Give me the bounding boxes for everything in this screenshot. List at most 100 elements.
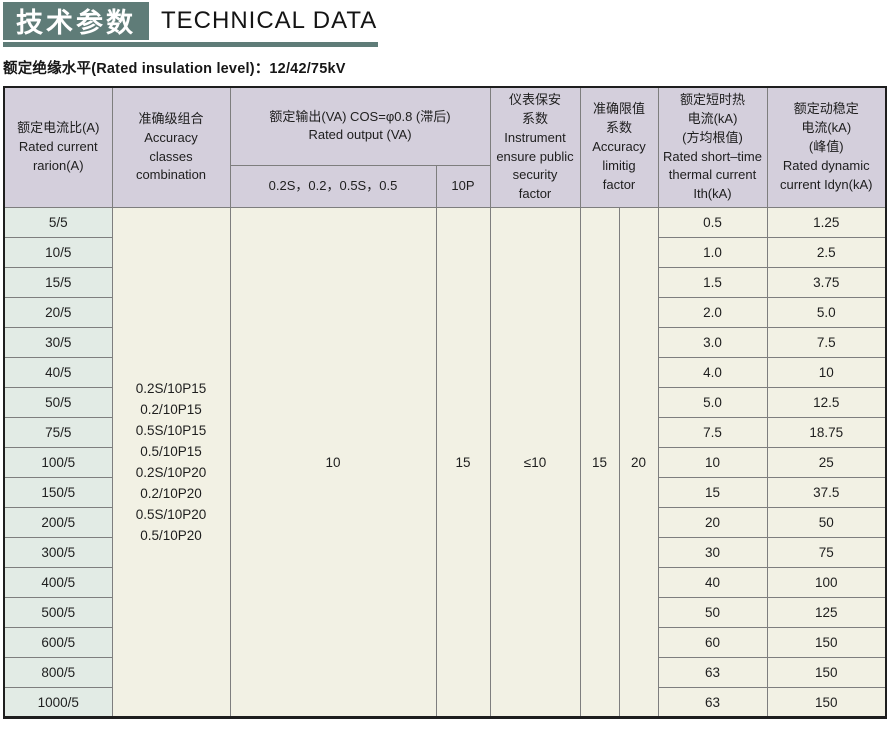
ratio-cell: 300/5 <box>3 537 113 569</box>
header-line: combination <box>135 167 207 183</box>
thermal-current-cell: 20 <box>657 507 768 539</box>
dynamic-current-cell: 18.75 <box>766 417 887 449</box>
header-line: (方均根值) <box>682 129 743 145</box>
header-output-10p: 10P <box>435 164 491 209</box>
header-rated-current-ratio: 额定电流比(A) Rated current rarion(A) <box>3 86 113 209</box>
thermal-current-cell: 30 <box>657 537 768 569</box>
table-row: 10/5 1.0 2.5 <box>3 237 887 269</box>
dynamic-current-cell: 25 <box>766 447 887 479</box>
section-title-cn: 技术参数 <box>16 7 136 38</box>
table-row: 150/5 15 37.5 <box>3 477 887 509</box>
table-header: 额定电流比(A) Rated current rarion(A) 准确级组合 A… <box>3 86 887 209</box>
header-line: security <box>512 167 558 183</box>
header-row-1: 额定电流比(A) Rated current rarion(A) 准确级组合 A… <box>3 86 887 209</box>
limit-factor-right-cell: 20 <box>618 207 659 719</box>
header-row-2: 0.2S，0.2，0.5S，0.5 10P <box>4 164 886 209</box>
ratio-cell: 500/5 <box>3 597 113 629</box>
table-row: 300/5 30 75 <box>3 537 887 569</box>
ratio-cell: 400/5 <box>3 567 113 599</box>
header-line: 电流(kA) <box>801 120 852 136</box>
header-accuracy-classes: 准确级组合 Accuracy classes combination <box>111 86 231 209</box>
section-title-en: TECHNICAL DATA <box>161 7 378 34</box>
header-line: Rated short–time <box>663 148 762 164</box>
accuracy-combos-cell: 0.2S/10P15 0.2/10P15 0.5S/10P15 0.5/10P15 0.… <box>111 207 231 719</box>
header-line: classes <box>149 148 193 164</box>
dynamic-current-cell: 125 <box>766 597 887 629</box>
accuracy-combo-line: 0.2/10P20 <box>140 486 202 502</box>
dynamic-current-cell: 7.5 <box>766 327 887 359</box>
ratio-cell: 75/5 <box>3 417 113 449</box>
accuracy-combo-line: 0.2S/10P20 <box>135 465 207 481</box>
header-instrument-security-factor: 仪表保安 系数 Instrument ensure public securit… <box>489 86 581 209</box>
header-line: Ith(kA) <box>693 186 732 202</box>
thermal-current-cell: 2.0 <box>657 297 768 329</box>
ratio-cell: 200/5 <box>3 507 113 539</box>
dynamic-current-cell: 2.5 <box>766 237 887 269</box>
thermal-current-cell: 15 <box>657 477 768 509</box>
header-line: 额定短时热 <box>679 92 745 107</box>
header-line: 仪表保安 <box>508 92 561 107</box>
header-dynamic-current: 额定动稳定 电流(kA) (峰值) Rated dynamic current … <box>766 86 887 209</box>
ratio-cell: 800/5 <box>3 657 113 689</box>
header-line: factor <box>602 176 636 192</box>
ratio-cell: 15/5 <box>3 267 113 299</box>
header-line: Instrument <box>504 129 566 145</box>
instrument-factor-cell: ≤10 <box>489 207 581 719</box>
thermal-current-cell: 63 <box>657 657 768 689</box>
thermal-current-cell: 3.0 <box>657 327 768 359</box>
header-line: 系数 <box>521 110 548 126</box>
header-accuracy-limit-factor: 准确限值 系数 Accuracy limitig factor <box>579 86 659 209</box>
header-rated-output: 额定输出(VA) COS=φ0.8 (滞后) Rated output (VA) <box>229 86 491 166</box>
header-line: 系数 <box>605 120 632 136</box>
section-header: 技术参数 TECHNICAL DATA <box>3 2 887 40</box>
ratio-cell: 100/5 <box>3 447 113 479</box>
header-line: thermal current <box>668 167 757 183</box>
header-line: Rated output (VA) <box>308 127 412 143</box>
thermal-current-cell: 60 <box>657 627 768 659</box>
thermal-current-cell: 5.0 <box>657 387 768 419</box>
header-line: 额定动稳定 <box>793 101 859 117</box>
dynamic-current-cell: 150 <box>766 657 887 689</box>
accuracy-combo-line: 0.2/10P15 <box>140 402 202 418</box>
header-line: current Idyn(kA) <box>780 176 873 192</box>
section-title-cn-box: 技术参数 <box>3 2 149 40</box>
thermal-current-cell: 7.5 <box>657 417 768 449</box>
header-line: Rated dynamic <box>782 157 870 173</box>
table-row: 200/5 20 50 <box>3 507 887 539</box>
rated-output-10p-cell: 15 <box>435 207 491 719</box>
dynamic-current-cell: 100 <box>766 567 887 599</box>
ratio-cell: 40/5 <box>3 357 113 389</box>
header-line: 电流(kA) <box>687 110 738 126</box>
dynamic-current-cell: 150 <box>766 627 887 659</box>
thermal-current-cell: 50 <box>657 597 768 629</box>
table-row: 800/5 63 150 <box>3 657 887 689</box>
rated-output-va-cell: 10 <box>229 207 437 719</box>
table-row: 30/5 3.0 7.5 <box>3 327 887 359</box>
title-underline-bar <box>3 42 378 47</box>
limit-factor-left-cell: 15 <box>579 207 620 719</box>
dynamic-current-cell: 37.5 <box>766 477 887 509</box>
header-line: 额定电流比(A) <box>17 120 100 136</box>
dynamic-current-cell: 3.75 <box>766 267 887 299</box>
header-short-time-thermal-current: 额定短时热 电流(kA) (方均根值) Rated short–time the… <box>657 86 768 209</box>
table-row: 20/5 2.0 5.0 <box>3 297 887 329</box>
dynamic-current-cell: 150 <box>766 687 887 719</box>
dynamic-current-cell: 75 <box>766 537 887 569</box>
table-row: 400/5 40 100 <box>3 567 887 599</box>
header-line: 准确限值 <box>592 101 645 117</box>
thermal-current-cell: 4.0 <box>657 357 768 389</box>
thermal-current-cell: 0.5 <box>657 207 768 239</box>
dynamic-current-cell: 5.0 <box>766 297 887 329</box>
ratio-cell: 30/5 <box>3 327 113 359</box>
table-row: 500/5 50 125 <box>3 597 887 629</box>
header-line: (峰值) <box>808 139 844 155</box>
ratio-cell: 150/5 <box>3 477 113 509</box>
header-line: 额定输出(VA) COS=φ0.8 (滞后) <box>269 108 451 124</box>
accuracy-combo-line: 0.5S/10P20 <box>135 507 207 523</box>
ratio-cell: 50/5 <box>3 387 113 419</box>
header-line: 准确级组合 <box>138 110 204 126</box>
header-line: rarion(A) <box>32 157 84 173</box>
ratio-cell: 600/5 <box>3 627 113 659</box>
dynamic-current-cell: 50 <box>766 507 887 539</box>
